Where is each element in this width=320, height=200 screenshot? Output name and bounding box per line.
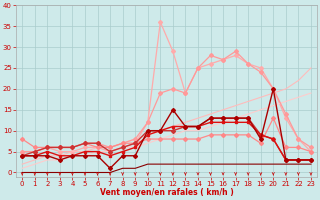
X-axis label: Vent moyen/en rafales ( km/h ): Vent moyen/en rafales ( km/h )	[100, 188, 234, 197]
